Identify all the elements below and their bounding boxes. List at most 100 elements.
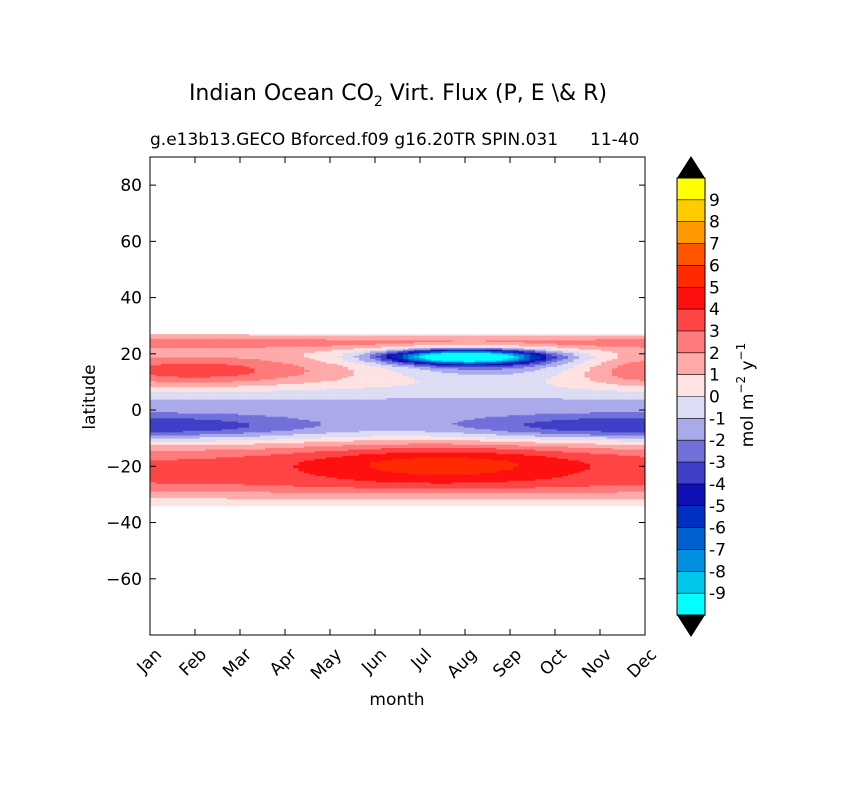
field-cell [425, 374, 432, 377]
field-cell [183, 355, 190, 359]
field-cell [403, 345, 410, 348]
field-cell [584, 394, 591, 398]
field-cell [623, 338, 630, 341]
field-cell [491, 407, 498, 410]
field-cell [447, 379, 454, 382]
field-cell [502, 365, 509, 368]
field-cell [584, 373, 591, 376]
field-cell [265, 349, 272, 352]
field-cell [271, 396, 278, 399]
field-cell [287, 404, 294, 407]
field-cell [166, 355, 173, 359]
field-cell [617, 390, 624, 393]
field-cell [188, 349, 195, 352]
field-cell [628, 377, 635, 380]
field-cell [172, 384, 179, 387]
field-cell [557, 408, 564, 412]
field-cell [513, 345, 520, 348]
field-cell [392, 357, 399, 360]
field-cell [408, 370, 415, 373]
field-cell [496, 362, 503, 365]
field-cell [342, 343, 349, 346]
field-cell [425, 371, 432, 374]
field-cell [315, 384, 322, 387]
field-cell [238, 398, 245, 401]
field-cell [507, 415, 514, 418]
field-cell [232, 391, 239, 394]
field-cell [584, 404, 591, 407]
field-cell [584, 363, 591, 366]
field-cell [584, 393, 591, 396]
field-cell [441, 396, 448, 399]
field-cell [639, 359, 645, 362]
field-cell [568, 348, 575, 351]
field-cell [502, 379, 509, 382]
field-cell [469, 374, 476, 377]
field-cell [155, 363, 162, 366]
field-cell [293, 365, 300, 368]
field-cell [293, 368, 300, 371]
field-cell [271, 393, 278, 396]
field-cell [403, 399, 410, 402]
field-cell [249, 404, 256, 407]
field-cell [452, 415, 459, 418]
field-cell [551, 416, 558, 419]
field-cell [535, 360, 542, 363]
field-cell [287, 399, 294, 402]
field-cell [419, 348, 426, 351]
field-cell [562, 407, 569, 410]
field-cell [529, 365, 536, 368]
field-cell [403, 398, 410, 401]
field-cell [249, 407, 256, 410]
field-cell [194, 354, 201, 357]
field-cell [265, 374, 272, 377]
field-cell [205, 413, 212, 416]
field-cell [326, 407, 333, 410]
field-cell [601, 366, 608, 370]
field-cell [463, 343, 470, 346]
field-cell [315, 401, 322, 404]
field-cell [188, 405, 195, 409]
field-cell [353, 373, 360, 376]
field-cell [342, 349, 349, 352]
field-cell [276, 363, 283, 366]
field-cell [370, 366, 377, 370]
field-cell [452, 377, 459, 380]
field-cell [524, 351, 531, 354]
field-cell [623, 359, 630, 362]
field-cell [254, 382, 261, 385]
field-cell [232, 351, 239, 354]
field-cell [375, 341, 382, 345]
field-cell [639, 399, 645, 402]
field-cell [502, 402, 509, 405]
field-cell [353, 349, 360, 352]
field-cell [271, 380, 278, 384]
field-cell [463, 366, 470, 370]
field-cell [551, 390, 558, 393]
field-cell [353, 366, 360, 370]
field-cell [408, 359, 415, 362]
field-cell [524, 418, 531, 421]
field-cell [161, 368, 168, 371]
field-cell [425, 388, 432, 391]
field-cell [381, 337, 388, 340]
field-cell [436, 413, 443, 416]
field-cell [282, 366, 289, 370]
field-cell [606, 385, 613, 388]
field-cell [221, 351, 228, 354]
field-cell [485, 368, 492, 371]
field-cell [634, 393, 641, 396]
field-cell [386, 355, 393, 359]
field-cell [551, 354, 558, 357]
field-cell [364, 371, 371, 374]
field-cell [469, 418, 476, 421]
field-cell [557, 404, 564, 407]
field-cell [557, 349, 564, 352]
field-cell [491, 351, 498, 354]
field-cell [282, 380, 289, 384]
field-cell [469, 388, 476, 391]
field-cell [463, 404, 470, 407]
field-cell [276, 415, 283, 418]
field-cell [155, 349, 162, 352]
field-cell [562, 416, 569, 419]
